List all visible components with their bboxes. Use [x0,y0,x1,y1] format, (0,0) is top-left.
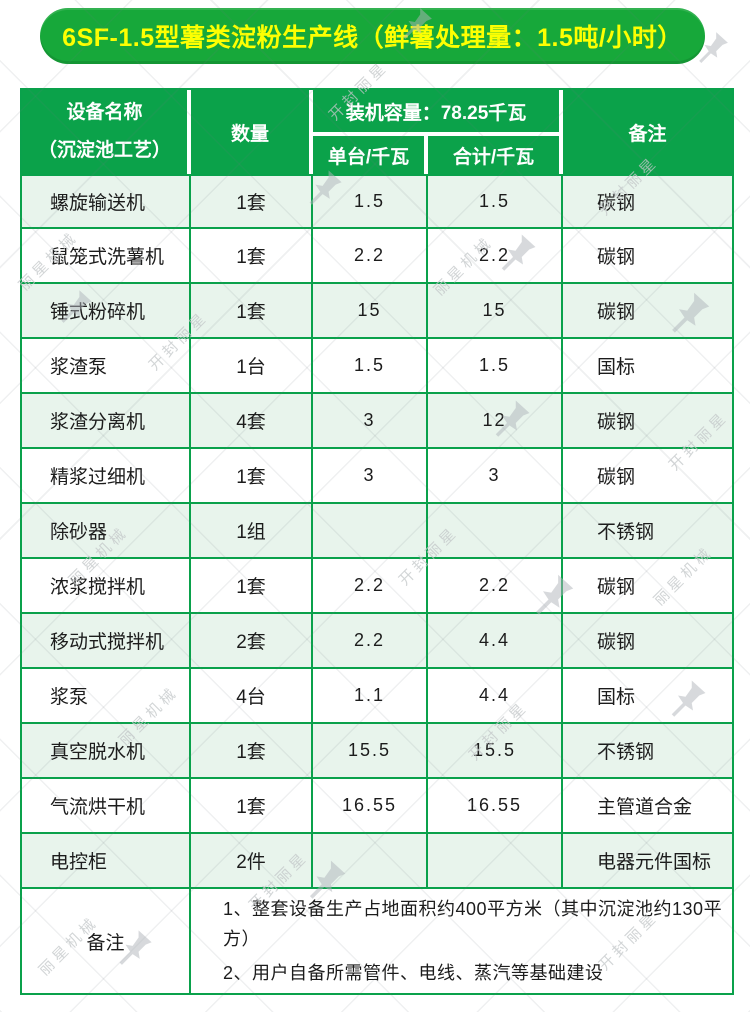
remark-cell: 不锈钢 [563,504,733,559]
unit-power-cell [313,504,428,559]
table-row: 锤式粉碎机 1套 15 15 碳钢 [22,284,733,339]
total-power-cell: 4.4 [428,614,564,669]
table-body: 螺旋输送机 1套 1.5 1.5 碳钢 鼠笼式洗薯机 1套 2.2 2.2 碳钢… [22,174,733,993]
unit-power-cell [313,834,428,889]
table-row: 鼠笼式洗薯机 1套 2.2 2.2 碳钢 [22,229,733,284]
unit-power-cell: 1.1 [313,669,428,724]
footer-note-2: 2、用户自备所需管件、电线、蒸汽等基础建设 [223,963,604,983]
device-cell: 螺旋输送机 [22,174,191,229]
device-cell: 移动式搅拌机 [22,614,191,669]
table-row: 除砂器 1组 不锈钢 [22,504,733,559]
remark-cell: 碳钢 [563,449,733,504]
total-power-cell: 15 [428,284,564,339]
qty-cell: 1台 [191,339,313,394]
unit-power-cell: 15 [313,284,428,339]
qty-cell: 1套 [191,284,313,339]
qty-cell: 1套 [191,559,313,614]
qty-cell: 1组 [191,504,313,559]
header-qty-column: 数量 [191,90,313,174]
total-power-cell: 3 [428,449,564,504]
table-header: 设备名称 （沉淀池工艺） 数量 装机容量：78.25千瓦 备注 单台/千瓦 合计… [22,90,733,174]
footer-label-cell: 备注 [22,889,191,993]
page-title: 6SF-1.5型薯类淀粉生产线（鲜薯处理量：1.5吨/小时） [62,24,683,52]
device-cell: 电控柜 [22,834,191,889]
unit-power-cell: 3 [313,449,428,504]
unit-power-cell: 15.5 [313,724,428,779]
table-row: 浆渣泵 1台 1.5 1.5 国标 [22,339,733,394]
table-row: 移动式搅拌机 2套 2.2 4.4 碳钢 [22,614,733,669]
remark-cell: 碳钢 [563,229,733,284]
title-banner: 6SF-1.5型薯类淀粉生产线（鲜薯处理量：1.5吨/小时） [40,8,705,64]
footer-notes-cell: 1、整套设备生产占地面积约400平方米（其中沉淀池约130平方） 2、用户自备所… [191,889,733,993]
header-total-power-column: 合计/千瓦 [428,136,564,174]
remark-cell: 不锈钢 [563,724,733,779]
total-power-cell: 2.2 [428,229,564,284]
unit-power-cell: 1.5 [313,174,428,229]
unit-power-cell: 3 [313,394,428,449]
remark-cell: 碳钢 [563,394,733,449]
device-cell: 气流烘干机 [22,779,191,834]
qty-cell: 1套 [191,229,313,284]
remark-cell: 国标 [563,339,733,394]
total-power-cell: 4.4 [428,669,564,724]
remark-cell: 国标 [563,669,733,724]
table-row: 电控柜 2件 电器元件国标 [22,834,733,889]
spec-table: 设备名称 （沉淀池工艺） 数量 装机容量：78.25千瓦 备注 单台/千瓦 合计… [22,90,733,993]
qty-cell: 1套 [191,724,313,779]
qty-cell: 2件 [191,834,313,889]
spec-table-frame: 设备名称 （沉淀池工艺） 数量 装机容量：78.25千瓦 备注 单台/千瓦 合计… [20,88,734,995]
total-power-cell: 15.5 [428,724,564,779]
device-cell: 除砂器 [22,504,191,559]
total-power-cell: 2.2 [428,559,564,614]
device-cell: 精浆过细机 [22,449,191,504]
qty-cell: 4台 [191,669,313,724]
remark-cell: 碳钢 [563,284,733,339]
unit-power-cell: 2.2 [313,614,428,669]
header-remark-column: 备注 [563,90,733,174]
total-power-cell [428,834,564,889]
unit-power-cell: 1.5 [313,339,428,394]
remark-cell: 主管道合金 [563,779,733,834]
table-row: 浆泵 4台 1.1 4.4 国标 [22,669,733,724]
header-device-line1: 设备名称 [66,102,143,123]
header-unit-power-column: 单台/千瓦 [313,136,428,174]
table-row: 螺旋输送机 1套 1.5 1.5 碳钢 [22,174,733,229]
device-cell: 浆泵 [22,669,191,724]
table-row: 浆渣分离机 4套 3 12 碳钢 [22,394,733,449]
qty-cell: 2套 [191,614,313,669]
table-row: 气流烘干机 1套 16.55 16.55 主管道合金 [22,779,733,834]
header-device-column: 设备名称 （沉淀池工艺） [22,90,191,174]
remark-cell: 碳钢 [563,174,733,229]
device-cell: 锤式粉碎机 [22,284,191,339]
qty-cell: 1套 [191,779,313,834]
header-capacity-group: 装机容量：78.25千瓦 [313,90,564,136]
device-cell: 鼠笼式洗薯机 [22,229,191,284]
device-cell: 浓浆搅拌机 [22,559,191,614]
table-row: 真空脱水机 1套 15.5 15.5 不锈钢 [22,724,733,779]
remark-cell: 碳钢 [563,559,733,614]
unit-power-cell: 2.2 [313,559,428,614]
remark-cell: 电器元件国标 [563,834,733,889]
total-power-cell: 12 [428,394,564,449]
footer-row: 备注 1、整套设备生产占地面积约400平方米（其中沉淀池约130平方） 2、用户… [22,889,733,993]
unit-power-cell: 16.55 [313,779,428,834]
qty-cell: 1套 [191,174,313,229]
remark-cell: 碳钢 [563,614,733,669]
total-power-cell: 16.55 [428,779,564,834]
qty-cell: 4套 [191,394,313,449]
table-row: 浓浆搅拌机 1套 2.2 2.2 碳钢 [22,559,733,614]
table-row: 精浆过细机 1套 3 3 碳钢 [22,449,733,504]
qty-cell: 1套 [191,449,313,504]
device-cell: 浆渣泵 [22,339,191,394]
device-cell: 真空脱水机 [22,724,191,779]
header-device-line2: （沉淀池工艺） [37,140,171,161]
total-power-cell [428,504,564,559]
device-cell: 浆渣分离机 [22,394,191,449]
total-power-cell: 1.5 [428,174,564,229]
unit-power-cell: 2.2 [313,229,428,284]
footer-note-1: 1、整套设备生产占地面积约400平方米（其中沉淀池约130平方） [223,899,723,949]
total-power-cell: 1.5 [428,339,564,394]
